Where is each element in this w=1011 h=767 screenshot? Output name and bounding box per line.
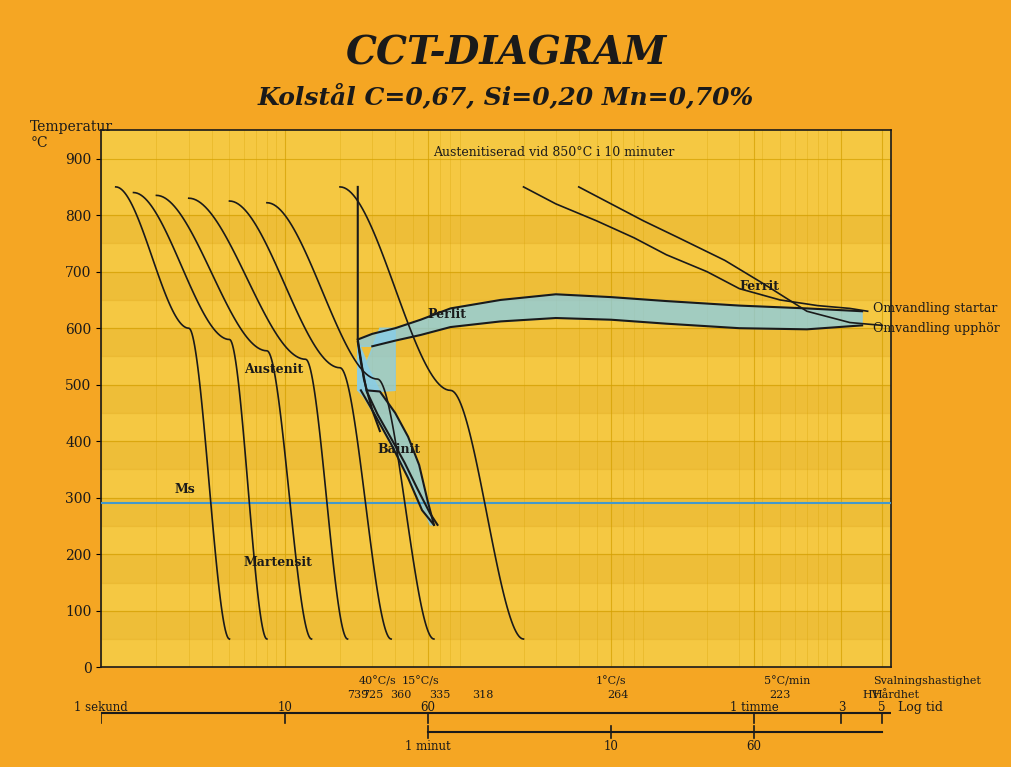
Text: 10: 10 bbox=[277, 701, 292, 714]
Text: 5: 5 bbox=[878, 701, 885, 714]
Bar bbox=[101, 328, 890, 357]
Polygon shape bbox=[358, 295, 861, 346]
Text: Temperatur
°C: Temperatur °C bbox=[30, 120, 113, 150]
Text: 1 sekund: 1 sekund bbox=[74, 701, 128, 714]
Text: Kolstål C=0,67, Si=0,20 Mn=0,70%: Kolstål C=0,67, Si=0,20 Mn=0,70% bbox=[258, 83, 753, 109]
Text: Austenitiserad vid 850°C i 10 minuter: Austenitiserad vid 850°C i 10 minuter bbox=[433, 146, 673, 160]
Polygon shape bbox=[358, 342, 434, 525]
Text: Austenit: Austenit bbox=[244, 364, 303, 377]
Text: 725: 725 bbox=[361, 690, 382, 700]
Text: 5°C/min: 5°C/min bbox=[763, 676, 810, 686]
Text: Svalningshastighet: Svalningshastighet bbox=[871, 676, 980, 686]
Text: 264: 264 bbox=[607, 690, 628, 700]
Polygon shape bbox=[358, 328, 395, 391]
Bar bbox=[101, 441, 890, 469]
Text: 1 timme: 1 timme bbox=[729, 701, 777, 714]
Text: 1 minut: 1 minut bbox=[404, 739, 450, 752]
Text: 3: 3 bbox=[837, 701, 844, 714]
Text: 318: 318 bbox=[472, 690, 493, 700]
Text: HV: HV bbox=[861, 690, 879, 700]
Text: Ferrit: Ferrit bbox=[739, 280, 778, 293]
Text: 739: 739 bbox=[347, 690, 368, 700]
Bar bbox=[101, 216, 890, 243]
Text: 40°C/s: 40°C/s bbox=[358, 676, 396, 686]
Text: 60: 60 bbox=[746, 739, 760, 752]
Bar bbox=[101, 611, 890, 639]
Bar bbox=[101, 272, 890, 300]
Text: Log tid: Log tid bbox=[898, 701, 942, 714]
Bar bbox=[101, 498, 890, 526]
Text: 15°C/s: 15°C/s bbox=[401, 676, 439, 686]
Text: 60: 60 bbox=[420, 701, 435, 714]
Bar bbox=[101, 555, 890, 582]
Text: Bainit: Bainit bbox=[377, 443, 421, 456]
Text: 10: 10 bbox=[603, 739, 618, 752]
Text: Omvandling upphör: Omvandling upphör bbox=[871, 321, 999, 334]
Text: Ms: Ms bbox=[174, 483, 195, 496]
Text: Omvandling startar: Omvandling startar bbox=[871, 302, 996, 315]
Text: Martensit: Martensit bbox=[244, 555, 312, 568]
Text: 335: 335 bbox=[429, 690, 450, 700]
Text: 360: 360 bbox=[390, 690, 411, 700]
Bar bbox=[101, 385, 890, 413]
Text: Hårdhet: Hårdhet bbox=[871, 690, 919, 700]
Text: 1°C/s: 1°C/s bbox=[595, 676, 626, 686]
Text: CCT-DIAGRAM: CCT-DIAGRAM bbox=[345, 35, 666, 73]
Text: 223: 223 bbox=[768, 690, 790, 700]
Text: Perlit: Perlit bbox=[427, 308, 466, 321]
